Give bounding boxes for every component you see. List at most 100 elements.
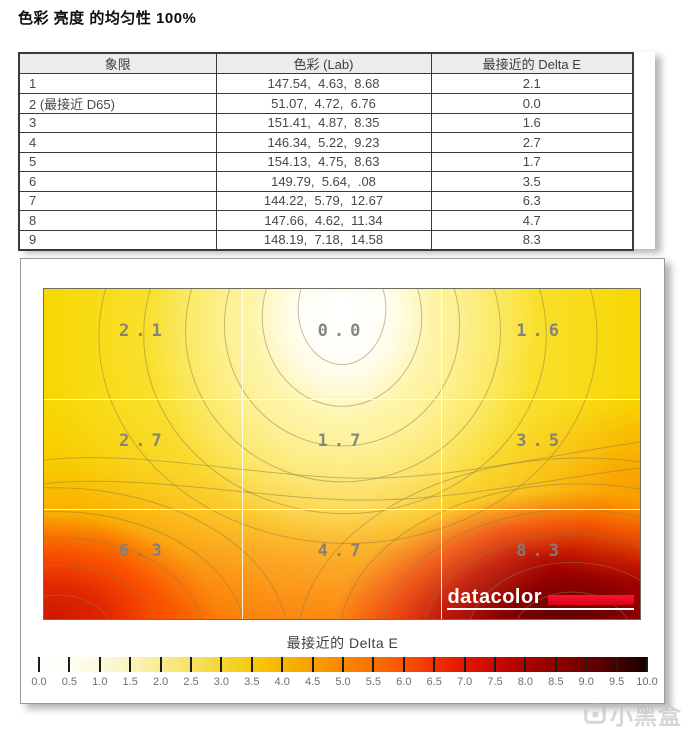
colorbar-tick [68,657,71,672]
table-row: 3 151.41, 4.87, 8.35 1.6 [18,112,634,133]
colorbar-tick [615,657,618,672]
colorbar-tick-label: 8.0 [517,676,534,688]
table-row: 4 146.34, 5.22, 9.23 2.7 [18,132,634,153]
heatmap-cell-label: 0.0 [317,321,367,341]
delta-e-cell: 2.1 [430,73,634,94]
colorbar-tick-label: 1.5 [122,676,138,688]
heatmap-cell-label: 8.3 [516,541,566,561]
delta-e-cell: 1.6 [430,112,634,133]
lab-cell: 51.07, 4.72, 6.76 [215,92,432,114]
delta-e-cell: 1.7 [430,151,634,172]
colorbar-tick [220,657,223,672]
quadrant-cell: 6 [18,171,217,192]
table-row: 6 149.79, 5.64, .08 3.5 [18,171,634,192]
colorbar-tick [433,657,436,672]
colorbar-tick-label: 8.5 [548,676,564,688]
uniformity-table-body: 1 147.54, 4.63, 8.68 2.1 2 (最接近 D65) 51.07, … [18,73,634,250]
colorbar-tick [311,657,314,672]
quadrant-cell: 8 [18,210,217,231]
colorbar-tick [250,657,253,672]
table-row: 7 144.22, 5.79, 12.67 6.3 [18,190,634,211]
heatmap-cell-labels: 2.1 0.0 1.6 2.7 1.7 3.5 6.3 4.7 8.3 [44,289,640,619]
heatmap-cell-label: 6.3 [118,541,168,561]
colorbar-tick-label: 0.5 [61,676,78,688]
grid-line-horizontal-1 [44,399,640,401]
quadrant-cell: 3 [18,112,217,133]
delta-e-cell: 0.0 [430,92,634,114]
heatmap-cell-label: 2.1 [118,321,168,341]
quadrant-cell: 2 (最接近 D65) [18,92,217,114]
delta-e-cell: 3.5 [430,171,634,192]
datacolor-logo-text: datacolor [447,586,542,608]
uniformity-table: 象限 色彩 (Lab) 最接近的 Delta E 1 147.54, 4.63, … [18,52,634,251]
page-title: 色彩 亮度 的均匀性 100% [18,10,197,27]
watermark: 小黑盒 [583,697,682,731]
contour-plot: 2.1 0.0 1.6 2.7 1.7 3.5 6.3 4.7 8.3 datacolor [43,288,641,620]
heatmap-cell-label: 4.7 [317,541,367,561]
colorbar-tick [129,657,132,672]
colorbar-tick-label: 2.5 [183,676,199,688]
colorbar-tick-label: 7.5 [487,676,503,688]
colorbar-tick-label: 5.5 [365,676,382,688]
heatmap-cell-label: 1.6 [516,321,566,341]
colorbar-tick-label: 3.5 [244,676,260,688]
table-row: 2 (最接近 D65) 51.07, 4.72, 6.76 0.0 [18,92,634,114]
colorbar-tick [646,657,648,672]
lab-cell: 147.66, 4.62, 11.34 [215,210,432,231]
lab-cell: 147.54, 4.63, 8.68 [215,73,432,94]
colorbar-tick-label: 3.0 [213,676,230,688]
colorbar-tick-label: 4.0 [274,676,290,688]
lab-cell: 144.22, 5.79, 12.67 [215,190,432,211]
colorbar-tick [159,657,162,672]
lab-cell: 149.79, 5.64, .08 [215,171,432,192]
colorbar-tick [494,657,496,672]
colorbar-tick-label: 2.0 [152,676,169,688]
grid-line-vertical-1 [242,289,244,619]
header-lab: 色彩 (Lab) [215,52,432,74]
colorbar-tick-label: 4.5 [304,676,321,688]
colorbar-tick-label: 1.0 [92,676,108,688]
colorbar-tick [554,657,557,672]
grid-line-vertical-2 [440,289,442,619]
colorbar-tick [585,657,588,672]
header-delta-e: 最接近的 Delta E [430,52,634,74]
colorbar-tick [463,657,466,672]
colorbar-tick-label: 0.0 [31,676,47,688]
colorbar-tick-label: 9.0 [578,676,594,688]
table-row: 1 147.54, 4.63, 8.68 2.1 [18,73,634,94]
table-row: 9 148.19, 7.18, 14.58 8.3 [18,229,634,250]
quadrant-cell: 9 [18,229,217,250]
table-header-row: 象限 色彩 (Lab) 最接近的 Delta E [18,52,634,74]
colorbar-tick-label: 10.0 [636,676,658,688]
table-row: 5 154.13, 4.75, 8.63 1.7 [18,151,634,172]
colorbar-tick-label: 6.5 [426,676,442,688]
grid-line-horizontal-2 [44,509,640,511]
delta-e-cell: 2.7 [430,132,634,153]
quadrant-cell: 4 [18,132,217,153]
header-quadrant: 象限 [18,52,217,74]
lab-cell: 148.19, 7.18, 14.58 [215,229,432,250]
colorbar-tick [372,657,375,672]
delta-e-cell: 8.3 [430,229,634,250]
colorbar-tick-label: 5.0 [335,676,351,688]
colorbar-tick [281,657,284,672]
table-row: 8 147.66, 4.62, 11.34 4.7 [18,210,634,231]
lab-cell: 146.34, 5.22, 9.23 [215,132,432,153]
colorbar-tick [402,657,405,672]
quadrant-cell: 5 [18,151,217,172]
colorbar-tick [98,657,101,672]
quadrant-table-panel: 象限 色彩 (Lab) 最接近的 Delta E 1 147.54, 4.63, … [18,52,655,251]
datacolor-logo-red-bar [548,595,634,605]
delta-e-cell: 6.3 [430,190,634,211]
colorbar-tick [38,657,40,672]
colorbar-tick-labels: 0.0 0.5 1.0 1.5 2.0 2.5 3.0 3.5 4.0 4.5 5.0 5.5 6.0 6… [31,676,657,690]
colorbar-tick-label: 9.5 [608,676,625,688]
colorbar-title: 最接近的 Delta E [286,635,399,651]
watermark-text: 小黑盒 [610,703,682,729]
lab-cell: 154.13, 4.75, 8.63 [215,151,432,172]
colorbar-tick [342,657,344,672]
quadrant-cell: 1 [18,73,217,94]
lab-cell: 151.41, 4.87, 8.35 [215,112,432,133]
colorbar-tick-label: 7.0 [456,676,473,688]
